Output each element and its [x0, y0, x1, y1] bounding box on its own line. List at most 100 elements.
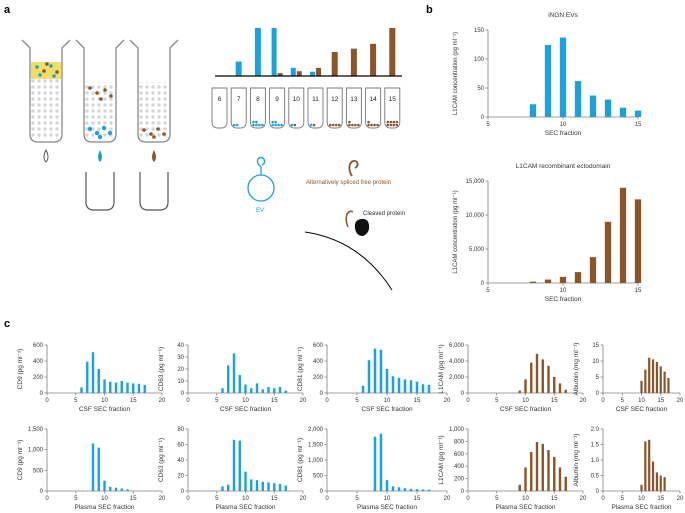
- chart-c10: 0 5 10 15 20 0 0.5 1.0 1.5 2.0 Plasma SEC fraction…: [573, 427, 684, 511]
- x-tick-label: 15: [635, 122, 642, 128]
- bar: [250, 479, 253, 491]
- chart-c7: 0 5 10 15 20 0 20 40 60 80 Plasma SEC fraction CD63…: [158, 427, 307, 511]
- bar: [421, 384, 425, 393]
- y-tick-label: 1.0: [591, 458, 600, 464]
- tube-outline: [249, 87, 266, 129]
- y-tick-label: 400: [33, 359, 44, 365]
- tube-number: 12: [331, 96, 339, 103]
- bar: [409, 488, 413, 491]
- bar: [634, 110, 642, 117]
- column-3: [129, 39, 179, 211]
- tube-outline: [288, 87, 305, 129]
- bar: [530, 362, 533, 393]
- bar: [379, 433, 383, 491]
- y-tick-label: 0: [481, 115, 485, 121]
- chart-c6: 0 5 10 15 20 0 500 1,000 1,500 Plasma SEC fractio…: [17, 427, 166, 511]
- x-axis-label: Plasma SEC fraction: [216, 504, 276, 511]
- y-tick-label: 500: [33, 468, 44, 474]
- fraction-bar-free-protein: [296, 71, 302, 76]
- y-tick-label: 1,500: [308, 443, 324, 449]
- bar: [103, 480, 106, 491]
- column-2: [75, 39, 125, 211]
- bar: [427, 385, 431, 393]
- fraction-bar-ev: [271, 28, 277, 76]
- bar: [267, 387, 270, 393]
- bar: [518, 390, 521, 393]
- bar: [574, 272, 582, 283]
- x-tick-label: 15: [271, 496, 278, 502]
- x-axis-label: CSF SEC fraction: [361, 406, 413, 413]
- particle: [386, 123, 390, 127]
- particle: [235, 123, 239, 127]
- bar: [120, 381, 123, 393]
- bar: [91, 443, 95, 491]
- x-tick-label: 5: [495, 398, 499, 404]
- bar: [544, 279, 552, 283]
- bar: [227, 484, 230, 491]
- x-tick-label: 20: [300, 398, 307, 404]
- bar: [238, 440, 241, 491]
- x-axis-label: Plasma SEC fraction: [496, 504, 556, 511]
- tube-number: 8: [256, 96, 260, 103]
- tube: 8: [249, 87, 266, 129]
- y-tick-label: 2.0: [591, 427, 600, 433]
- particle: [261, 123, 264, 127]
- bar: [529, 281, 537, 283]
- tube-number: 14: [369, 96, 377, 103]
- x-tick-label: 10: [560, 122, 567, 128]
- chart-b2: 5 10 15 0 5,000 10,000 15,000 SEC fraction L1CAM…: [453, 163, 642, 303]
- bar: [391, 486, 395, 491]
- bar: [659, 366, 662, 393]
- bar: [261, 389, 264, 393]
- y-tick-label: 1,000: [449, 427, 465, 433]
- bar: [232, 353, 236, 393]
- y-tick-label: 5: [596, 375, 600, 381]
- bar: [564, 476, 567, 491]
- x-tick-label: 20: [444, 496, 451, 502]
- particle: [389, 120, 393, 124]
- bar: [415, 489, 419, 491]
- chart-c4: 0 5 10 15 20 0 2,000 4,000 6,000 CSF SEC fraction…: [438, 343, 587, 413]
- x-axis-label: SEC fraction: [545, 130, 582, 137]
- y-tick-label: 1.5: [591, 443, 600, 449]
- bar: [409, 380, 413, 393]
- tube-number: 10: [293, 96, 301, 103]
- x-tick-label: 20: [580, 496, 587, 502]
- x-tick-label: 10: [384, 496, 391, 502]
- bar: [232, 439, 236, 491]
- x-tick-label: 10: [560, 288, 567, 294]
- y-tick-label: 500: [313, 474, 324, 480]
- particle: [252, 120, 255, 124]
- y-tick-label: 40: [177, 458, 184, 464]
- x-tick-label: 10: [638, 496, 645, 502]
- particle: [337, 123, 341, 127]
- y-tick-label: 600: [313, 343, 324, 349]
- bar: [535, 353, 539, 393]
- y-tick-label: 200: [313, 375, 324, 381]
- y-tick-label: 6,000: [449, 343, 465, 349]
- y-tick-label: 0: [320, 391, 324, 397]
- bar: [284, 485, 287, 491]
- bar: [403, 488, 407, 491]
- particle: [280, 123, 283, 127]
- y-tick-label: 15,000: [466, 179, 485, 185]
- bar: [547, 450, 550, 491]
- x-tick-label: 20: [300, 496, 307, 502]
- chart-title: iNGN EVs: [548, 12, 578, 19]
- particle: [376, 123, 379, 127]
- panel-label-c: c: [4, 318, 10, 330]
- bar: [640, 380, 643, 393]
- collection-tubes: 6 7 8 9 10 11 12 13 14 15: [211, 87, 401, 129]
- ev-illustration: [247, 156, 275, 202]
- bar: [529, 104, 537, 117]
- x-tick-label: 0: [466, 496, 470, 502]
- bar: [644, 369, 647, 393]
- bar: [278, 387, 282, 393]
- y-axis-label: CD81 (pg ml⁻¹): [297, 438, 304, 482]
- y-tick-label: 10: [177, 379, 184, 385]
- bar: [655, 472, 658, 491]
- particle: [348, 120, 351, 124]
